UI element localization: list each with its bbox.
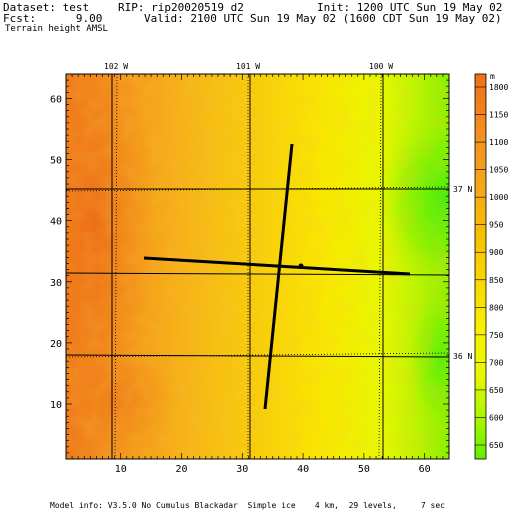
geo-labels: 102 W 101 W 100 W 37 N 36 N [104, 62, 472, 361]
colorbar-label: 650 [489, 386, 504, 395]
colorbar-label: 900 [489, 248, 504, 257]
colorbar-label: 600 [489, 413, 504, 422]
axis-ticks [65, 73, 450, 460]
cross-section-lines [143, 143, 411, 410]
init-label: Init: 1200 UTC Sun 19 May 02 [317, 1, 503, 14]
field-title: Terrain height AMSL [5, 24, 108, 34]
model-info-footer: Model info: V3.5.0 No Cumulus Blackadar … [50, 501, 445, 510]
terrain-field [66, 74, 449, 459]
colorbar-label: 700 [489, 358, 504, 367]
y-tick-label: 60 [50, 94, 62, 105]
y-tick-label: 40 [50, 217, 62, 228]
lat-lon-grid [66, 74, 449, 459]
colorbar: m 1800 1150 1100 1050 1000 950 900 850 800 750 700… [474, 72, 508, 460]
x-tick-label: 40 [297, 464, 309, 475]
lon-label-101: 101 W [236, 62, 260, 71]
colorbar-label: 1150 [489, 111, 508, 120]
x-tick-label: 30 [236, 464, 248, 475]
cross-section-ew [143, 256, 411, 276]
colorbar-label: 750 [489, 331, 504, 340]
x-tick-label: 50 [358, 464, 370, 475]
lon-label-102: 102 W [104, 62, 128, 71]
lon-label-100: 100 W [369, 62, 393, 71]
lat-label-36: 36 N [453, 352, 472, 361]
colorbar-label: 1050 [489, 166, 508, 175]
x-tick-label: 10 [115, 464, 127, 475]
x-axis-labels: 10 20 30 40 50 60 [115, 464, 431, 475]
y-tick-label: 30 [50, 278, 62, 289]
x-tick-label: 60 [419, 464, 431, 475]
lat-label-37: 37 N [453, 185, 472, 194]
colorbar-label: 650 [489, 441, 504, 450]
cross-section-marker [298, 263, 304, 269]
colorbar-label: 1000 [489, 193, 508, 202]
colorbar-label: 950 [489, 221, 504, 230]
valid-time-label: Valid: 2100 UTC Sun 19 May 02 (1600 CDT … [144, 12, 502, 25]
map-frame [65, 73, 450, 460]
forecast-label: Fcst: 9.00 [3, 12, 103, 25]
y-tick-label: 50 [50, 156, 62, 167]
colorbar-label: 1800 [489, 83, 508, 92]
rip-label: RIP: rip20020519 d2 [118, 1, 244, 14]
y-axis-labels: 10 20 30 40 50 60 [50, 94, 62, 411]
x-tick-label: 20 [175, 464, 187, 475]
y-tick-label: 20 [50, 339, 62, 350]
colorbar-unit: m [490, 72, 495, 81]
y-tick-label: 10 [50, 400, 62, 411]
colorbar-label: 850 [489, 276, 504, 285]
colorbar-label: 800 [489, 303, 504, 312]
state-boundaries [66, 74, 449, 459]
dataset-label: Dataset: test [3, 1, 90, 14]
colorbar-label: 1100 [489, 138, 508, 147]
cross-section-ns [263, 143, 294, 410]
